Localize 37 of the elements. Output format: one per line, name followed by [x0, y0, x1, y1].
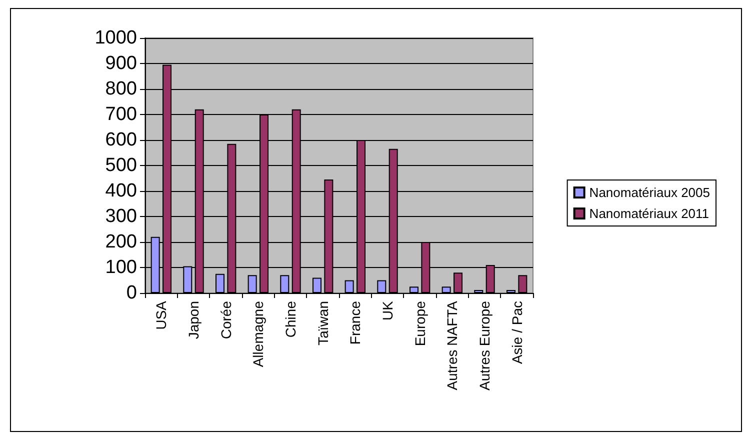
x-tick-label: France [347, 300, 364, 345]
x-tick-label: Japon [186, 301, 202, 340]
legend-label: Nanomatériaux 2005 [589, 185, 710, 200]
x-tick-label: Allemagne [250, 300, 266, 368]
bar [377, 280, 386, 293]
bar [518, 275, 528, 293]
legend-label: Nanomatériaux 2011 [589, 206, 710, 221]
y-tick-label: 200 [105, 232, 137, 252]
y-tick-label: 800 [105, 78, 137, 100]
x-tick-label: Europe [412, 300, 428, 346]
y-tick-label: 100 [105, 257, 137, 278]
x-tick-label: UK [380, 300, 396, 320]
y-tick-label: 500 [105, 155, 137, 176]
bar [344, 280, 354, 293]
x-tick-label: Autres Europe [476, 300, 492, 390]
bar [409, 286, 418, 293]
x-tick-label: Autres NAFTA [444, 300, 460, 390]
bar [280, 275, 290, 293]
x-tick-label: Corée [218, 300, 234, 340]
y-tick-label: 600 [105, 130, 137, 150]
bar [215, 274, 224, 293]
bar [312, 278, 322, 293]
bar [506, 290, 516, 293]
bar [454, 272, 463, 293]
x-tick-label: Taïwan [314, 301, 331, 346]
bar [474, 290, 484, 293]
bar [248, 275, 257, 293]
y-tick-label: 300 [105, 206, 137, 227]
x-tick-label: Chine [282, 300, 298, 338]
y-tick-label: 400 [105, 180, 137, 202]
y-tick-label: 700 [105, 104, 137, 125]
x-tick-label: Asie / Pac [508, 301, 525, 364]
y-tick-label: 1000 [94, 28, 137, 48]
x-tick-label: USA [153, 300, 170, 330]
y-tick-label: 900 [105, 53, 137, 74]
bar [442, 286, 451, 293]
y-tick-label: 0 [126, 282, 137, 304]
